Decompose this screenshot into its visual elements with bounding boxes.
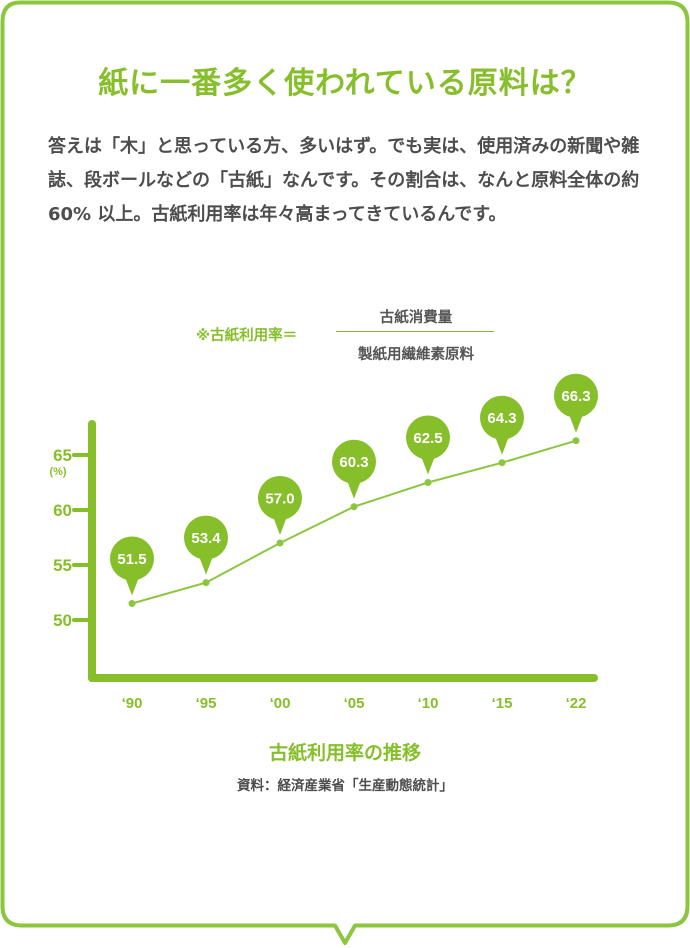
data-point [572,437,580,445]
formula-fraction-line [336,331,494,332]
y-tick-label: 60 [53,501,72,520]
data-bubble [184,515,228,560]
x-tick-label: ‘22 [566,695,587,712]
data-point [498,459,506,467]
formula-denominator: 製紙用繊維素原料 [358,347,474,363]
x-tick-label: ‘00 [270,695,291,712]
x-tick-label: ‘15 [492,695,513,712]
data-label: 60.3 [339,454,368,471]
line-chart: 50 55 60 65(%) ‘90 ‘95 ‘00 ‘05 ‘10 ‘15 ‘22 51.5 53.4… [49,373,598,712]
data-point [276,539,284,547]
data-bubble [554,373,598,418]
data-bubble [332,439,376,484]
data-point [202,579,210,587]
x-tick-label: ‘95 [196,695,217,712]
data-point [128,600,136,607]
x-tick-label: ‘10 [418,695,439,712]
data-label: 64.3 [487,410,516,427]
source-note: 資料：経済産業省「生産動態統計」 [237,778,453,794]
data-point [424,479,432,486]
chart-caption: 古紙利用率の推移 [268,742,421,764]
data-label: 66.3 [561,388,590,405]
data-bubble [480,395,524,440]
data-bubble [258,476,302,520]
formula-label: ※古紙利用率＝ [196,328,298,344]
data-bubble [110,536,154,581]
data-point [350,503,358,511]
body-paragraph: 答えは「木」と思っている方、多いはず。でも実は、使用済みの新聞や雑誌、段ボールな… [48,136,640,225]
data-label: 62.5 [413,430,442,447]
data-label: 51.5 [117,551,146,568]
data-label: 57.0 [265,491,294,508]
y-tick-label: 55 [53,556,72,575]
x-tick-label: ‘05 [344,695,365,712]
page-title: 紙に一番多く使われている原料は？ [98,66,592,101]
formula-numerator: 古紙消費量 [379,310,453,326]
y-tick-label: 65 [53,446,72,465]
data-label: 53.4 [191,530,221,547]
data-bubble [406,415,450,460]
x-tick-label: ‘90 [122,695,143,712]
y-unit-label: (%) [49,466,66,478]
y-tick-label: 50 [53,611,72,630]
